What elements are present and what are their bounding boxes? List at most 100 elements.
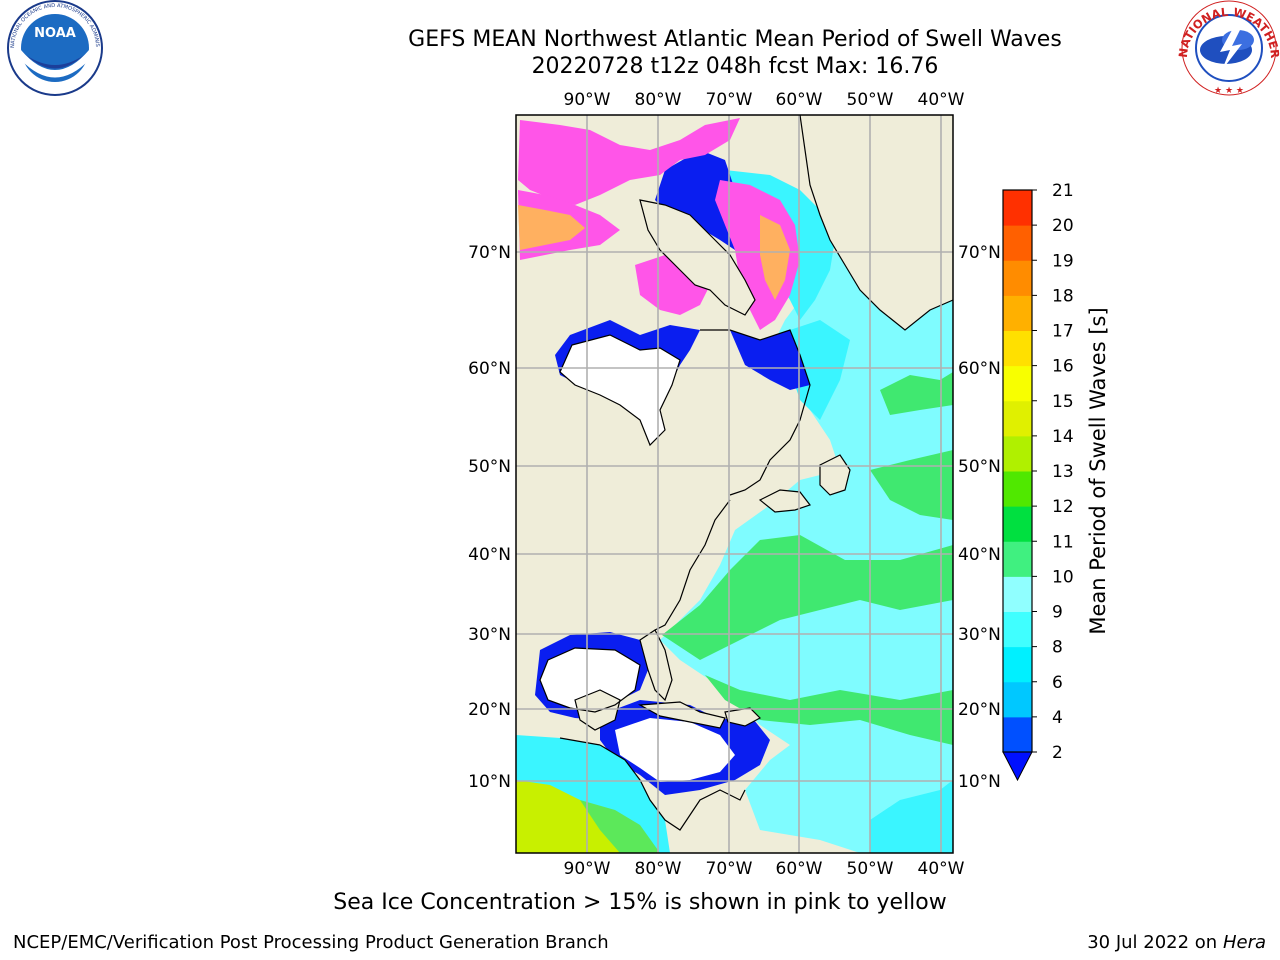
longitude-label: 50°W [847,859,894,879]
colorbar-swatch [1003,611,1032,648]
chart-subtitle: 20220728 t12z 048h fcst Max: 16.76 [531,54,939,79]
colorbar-swatch [1003,541,1032,577]
swell-zone-green [662,535,953,660]
longitude-label: 90°W [564,90,611,110]
map-panel [516,115,953,853]
colorbar-swatch [1003,716,1032,753]
swell-zone-green [880,372,953,415]
latitude-label: 40°N [468,545,511,565]
footer-credit: NCEP/EMC/Verification Post Processing Pr… [13,932,609,953]
latitude-label: 40°N [958,545,1001,565]
swell-zone-cyan [790,320,850,420]
colorbar-tick-label: 10 [1052,567,1074,587]
longitude-label: 70°W [706,859,753,879]
hudson-strait-water [730,330,810,390]
nws-ring-text: NATIONAL WEATHER SERVICE [0,0,1280,59]
nws-logo: NATIONAL WEATHER SERVICE ★ ★ ★ [0,0,1280,96]
longitude-label: 60°W [776,859,823,879]
colorbar-tick-label: 15 [1052,392,1074,412]
baffin-island [640,200,755,315]
graticule [516,115,953,853]
greenland [800,115,953,330]
longitude-label: 90°W [564,859,611,879]
swell-zone-green [870,450,953,520]
noaa-logo: NOAA NATIONAL OCEANIC AND ATMOSPHERIC AD… [0,0,103,96]
chart-title: GEFS MEAN Northwest Atlantic Mean Period… [408,27,1062,52]
colorbar-tick-label: 21 [1052,181,1074,201]
colorbar-swatch [1003,190,1032,226]
sea-ice-caption: Sea Ice Concentration > 15% is shown in … [333,890,947,915]
gulf-of-mexico [540,648,640,712]
longitude-label: 60°W [776,90,823,110]
colorbar-swatch [1003,260,1032,296]
longitude-labels-top: 90°W 80°W 70°W 60°W 50°W 40°W [564,90,965,110]
footer-host: Hera [1222,932,1266,953]
colorbar-swatch [1003,365,1032,402]
latitude-label: 70°N [958,243,1001,263]
colorbar-swatch [1003,471,1032,507]
latitude-label: 30°N [468,625,511,645]
colorbar-tick-label: 20 [1052,216,1074,236]
latitude-label: 60°N [468,359,511,379]
colorbar-title: Mean Period of Swell Waves [s] [1086,307,1110,634]
colorbar-swatch [1003,435,1032,472]
colorbar-tick-label: 14 [1052,427,1074,447]
hudson-bay [560,335,680,445]
nws-stars: ★ ★ ★ [1214,86,1244,96]
caribbean-sea [615,718,735,782]
colorbar-tick-label: 4 [1052,708,1063,728]
map-frame [515,114,954,854]
coastlines [539,115,953,831]
colorbar-swatch [1003,681,1032,718]
colorbar-tick-label: 9 [1052,603,1063,623]
swell-zone-green [705,675,953,745]
nova-scotia [760,490,810,512]
colorbar-tick-label: 12 [1052,497,1074,517]
colorbar-swatch [1003,330,1032,367]
latitude-labels-right: 70°N 60°N 50°N 40°N 30°N 20°N 10°N [958,243,1001,792]
latitude-label: 20°N [958,700,1001,720]
footer-date: 30 Jul 2022 on Hera [1087,932,1266,953]
colorbar: 2 4 6 8 9 10 11 12 13 14 15 16 17 18 19 20 21 Mean Perio… [1002,181,1110,782]
colorbar-tick-label: 13 [1052,462,1074,482]
latitude-label: 70°N [468,243,511,263]
colorbar-tick-label: 17 [1052,322,1074,342]
newfoundland [820,455,850,495]
colorbar-swatch [1003,646,1032,683]
colorbar-tick-label: 16 [1052,357,1074,377]
colorbar-tick-label: 6 [1052,673,1063,693]
colorbar-swatch [1003,400,1032,437]
colorbar-swatch [1003,506,1032,542]
sea-ice-zone-orange [518,205,585,250]
pacific-long-swell [516,780,620,853]
longitude-label: 40°W [918,859,965,879]
colorbar-tick-label: 2 [1052,743,1063,763]
longitude-label: 40°W [918,90,965,110]
sea-ice-zone-orange [760,215,790,300]
latitude-label: 30°N [958,625,1001,645]
florida-peninsula [640,630,672,700]
colorbar-swatch [1003,225,1032,261]
longitude-label: 50°W [847,90,894,110]
latitude-label: 10°N [958,772,1001,792]
footer-date-text: 30 Jul 2022 on [1087,932,1223,953]
longitude-label: 70°W [706,90,753,110]
colorbar-tick-label: 19 [1052,251,1074,271]
colorbar-under-triangle [1002,751,1033,782]
longitude-label: 80°W [635,859,682,879]
longitude-labels-bottom: 90°W 80°W 70°W 60°W 50°W 40°W [564,859,965,879]
swell-zone-cyan [870,780,953,853]
longitude-label: 80°W [635,90,682,110]
pacific-mid-swell [580,800,660,853]
colorbar-swatch [1003,295,1032,331]
sea-ice-zone [518,118,740,205]
hispaniola [725,708,760,726]
noaa-wordmark: NOAA [34,26,76,41]
latitude-label: 50°N [958,457,1001,477]
colorbar-swatch [1003,576,1032,612]
colorbar-tick-label: 18 [1052,286,1074,306]
latitude-label: 60°N [958,359,1001,379]
latitude-label: 20°N [468,700,511,720]
latitude-label: 10°N [468,772,511,792]
